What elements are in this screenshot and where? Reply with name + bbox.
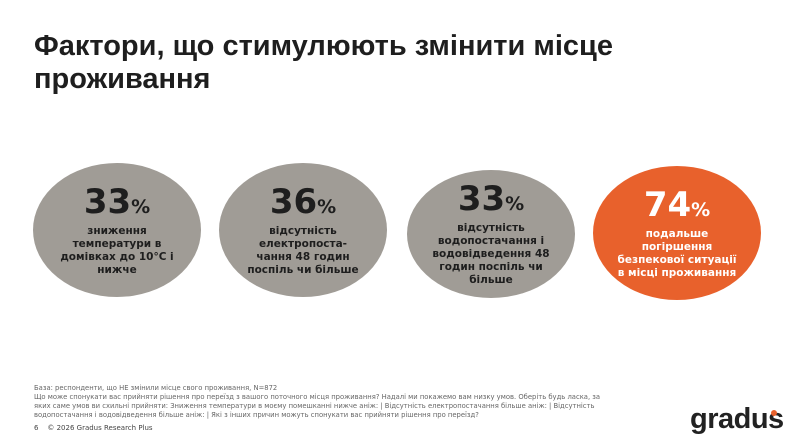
stat-value: 74% [643, 184, 711, 225]
footnote-base: База: респонденти, що НЕ змінили місце с… [34, 384, 278, 392]
page-footer: 6 © 2026 Gradus Research Plus [34, 424, 153, 432]
stat-ellipse-water: 33% відсутність водопостачання і водовідве… [407, 170, 575, 298]
stat-ellipse-electricity: 36% відсутність електропоста-чання 48 год… [219, 163, 387, 297]
stat-ellipse-temperature: 33% зниження температури в домівках до 10°… [33, 163, 201, 297]
footnote-question: Що може спонукати вас прийняти рішення п… [34, 393, 601, 419]
page-title: Фактори, що стимулюють змінити місце про… [34, 30, 613, 95]
copyright: © 2026 Gradus Research Plus [47, 424, 153, 432]
stat-value: 33% [457, 179, 525, 219]
stat-ellipse-security: 74% подальше погіршення безпекової ситуаці… [593, 166, 761, 300]
logo-dot-icon [771, 410, 777, 416]
page-number: 6 [34, 424, 39, 432]
stat-description: відсутність водопостачання і водовідведенн… [432, 222, 550, 286]
stat-description: подальше погіршення безпекової ситуації в м… [617, 227, 737, 279]
stat-value: 33% [83, 181, 151, 222]
stat-value: 36% [269, 181, 337, 222]
stat-description: відсутність електропоста-чання 48 годин по… [247, 224, 359, 276]
footnote: База: респонденти, що НЕ змінили місце с… [34, 384, 614, 420]
gradus-logo: gradus [690, 403, 784, 435]
